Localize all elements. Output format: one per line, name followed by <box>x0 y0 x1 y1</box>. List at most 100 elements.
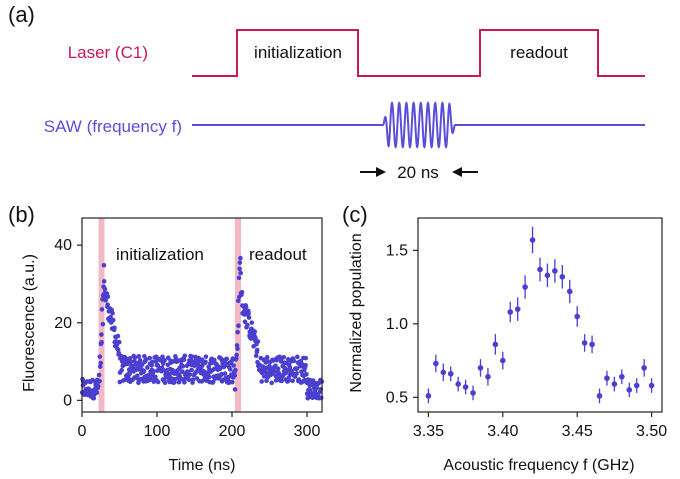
population-point <box>440 369 447 376</box>
population-point <box>611 381 618 387</box>
saw-label: SAW (frequency f) <box>44 117 182 136</box>
fluorescence-point <box>155 379 161 385</box>
panel-b: (b) 0 100 200 300 0 20 40 initialization reado… <box>8 202 325 474</box>
fluorescence-point <box>230 379 235 385</box>
fluorescence-point <box>289 368 294 374</box>
readout-annotation: readout <box>249 245 307 264</box>
initialization-annotation: initialization <box>116 245 204 264</box>
population-point <box>514 306 521 312</box>
fluorescence-point <box>196 355 201 361</box>
fluorescence-point <box>132 355 138 360</box>
fluorescence-point <box>259 379 265 384</box>
fluorescence-point <box>253 335 258 341</box>
fluorescence-point <box>203 354 209 359</box>
fluorescence-point <box>243 305 249 310</box>
x-tick-label: 0 <box>78 423 87 440</box>
fluorescence-point <box>226 378 232 384</box>
fluorescence-point <box>182 353 188 359</box>
panel-b-ylabel: Fluorescence (a.u.) <box>21 254 38 392</box>
fluorescence-point <box>211 357 217 363</box>
fluorescence-point <box>236 275 242 281</box>
fluorescence-point <box>281 354 287 360</box>
laser-pulse-trace <box>192 29 645 77</box>
fluorescence-point <box>210 379 216 385</box>
fluorescence-point <box>187 372 193 377</box>
population-point <box>633 382 640 389</box>
population-point <box>425 393 432 399</box>
highlight-regions <box>98 218 241 412</box>
fluorescence-point <box>181 357 187 363</box>
population-point <box>447 370 454 377</box>
fluorescence-point <box>295 354 300 360</box>
x-tick-label: 100 <box>144 423 171 440</box>
fluorescence-point <box>97 364 103 369</box>
population-point <box>604 375 610 381</box>
fluorescence-point <box>162 358 167 363</box>
initialization-pulse-label: initialization <box>254 43 342 62</box>
fluorescence-point <box>217 366 223 372</box>
fluorescence-point <box>252 329 258 335</box>
fluorescence-point <box>245 322 250 328</box>
fluorescence-point <box>151 369 156 374</box>
right-arrow-head <box>452 167 462 177</box>
fluorescence-point <box>200 363 205 368</box>
fluorescence-point <box>102 286 108 292</box>
fluorescence-point <box>110 310 115 316</box>
fluorescence-point <box>238 255 243 261</box>
fluorescence-point <box>149 359 155 365</box>
fluorescence-point <box>170 367 176 373</box>
y-tick-label: 0 <box>63 392 72 409</box>
panel-b-frame <box>81 217 323 413</box>
fluorescence-point <box>182 380 187 385</box>
y-tick-label: 20 <box>54 315 72 332</box>
fluorescence-point <box>99 307 105 312</box>
population-point <box>529 237 536 243</box>
fluorescence-point <box>279 378 284 384</box>
population-point <box>566 288 573 295</box>
fluorescence-point <box>231 363 236 368</box>
y-tick-label: 1.0 <box>386 316 408 333</box>
fluorescence-point <box>264 354 270 360</box>
fluorescence-point <box>203 359 208 365</box>
population-point <box>485 373 491 380</box>
fluorescence-point <box>115 333 121 339</box>
fluorescence-point <box>269 380 275 386</box>
laser-label: Laser (C1) <box>68 43 148 62</box>
fluorescence-point <box>232 387 238 392</box>
fluorescence-point <box>112 325 117 331</box>
fluorescence-point <box>294 370 299 376</box>
population-point <box>455 381 461 387</box>
fluorescence-point <box>224 356 230 362</box>
fluorescence-point <box>103 298 108 303</box>
fluorescence-point <box>101 262 107 268</box>
population-point <box>596 393 603 399</box>
fluorescence-point <box>91 396 97 401</box>
highlight-region-1 <box>235 218 241 412</box>
fluorescence-point <box>275 366 281 372</box>
saw-trace <box>192 101 645 149</box>
panel-c-ylabel: Normalized population <box>348 233 365 392</box>
fluorescence-point <box>186 377 192 382</box>
x-tick-label: 3.50 <box>636 423 667 440</box>
fluorescence-point <box>148 376 153 382</box>
fluorescence-point <box>303 362 308 368</box>
fluorescence-point <box>101 279 107 284</box>
fluorescence-point <box>253 353 259 359</box>
fluorescence-point <box>237 266 242 272</box>
fluorescence-point <box>105 294 111 299</box>
fluorescence-point <box>162 380 168 386</box>
fluorescence-point <box>314 385 319 391</box>
population-point <box>648 382 655 389</box>
fluorescence-point <box>236 323 241 329</box>
fluorescence-point <box>303 355 309 361</box>
fluorescence-point <box>128 359 134 364</box>
fluorescence-point <box>116 339 122 345</box>
population-point <box>492 341 499 348</box>
y-tick-label: 1.5 <box>386 242 408 259</box>
fluorescence-point <box>97 378 102 384</box>
fluorescence-point <box>145 365 150 370</box>
fluorescence-point <box>219 371 224 377</box>
fluorescence-point <box>261 374 267 379</box>
fluorescence-point <box>222 371 228 376</box>
panel-a: (a) Laser (C1) initialization readout SA… <box>8 2 645 182</box>
